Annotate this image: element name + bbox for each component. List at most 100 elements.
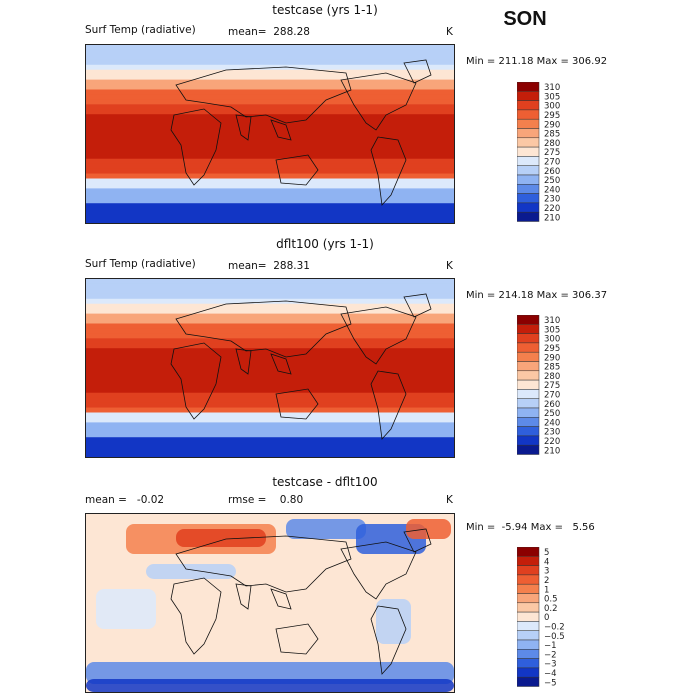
- colorbar-swatch: [517, 676, 540, 687]
- colorbar-swatch: [517, 184, 540, 194]
- colorbar-swatch: [517, 593, 540, 604]
- colorbar-swatch: [517, 193, 540, 204]
- coastline: [370, 136, 407, 206]
- temperature-band: [86, 283, 454, 290]
- colorbar-swatch: [517, 351, 540, 362]
- temperature-band: [86, 368, 454, 374]
- temperature-band: [86, 148, 454, 155]
- panel-1-title: testcase (yrs 1-1): [272, 3, 378, 17]
- colorbar-swatch: [517, 109, 540, 120]
- colorbar-tick-label: 250: [544, 176, 560, 186]
- coastline: [235, 348, 292, 375]
- colorbar-tick-label: 210: [544, 213, 560, 223]
- coastline: [235, 583, 292, 610]
- colorbar-swatch: [517, 118, 540, 129]
- colorbar-swatch: [517, 444, 540, 455]
- temperature-band: [86, 333, 454, 339]
- colorbar-swatch: [517, 667, 540, 678]
- temperature-band: [86, 432, 454, 438]
- colorbar-tick-label: 240: [544, 185, 560, 195]
- colorbar-tick-label: 305: [544, 92, 560, 102]
- colorbar-tick-label: 270: [544, 158, 560, 168]
- colorbar-tick-label: 300: [544, 102, 560, 112]
- temperature-band: [86, 372, 454, 379]
- temperature-band: [86, 74, 454, 81]
- temperature-band: [86, 84, 454, 90]
- temperature-band: [86, 119, 454, 125]
- difference-region: [286, 519, 366, 539]
- panel-3-title: testcase - dflt100: [272, 475, 378, 489]
- temperature-band: [86, 158, 454, 165]
- colorbar-tick-label: 300: [544, 335, 560, 345]
- colorbar-swatch: [517, 370, 540, 381]
- colorbar-tick-label: −0.2: [544, 623, 565, 633]
- coastline: [403, 59, 432, 84]
- colorbar-swatch: [517, 361, 540, 372]
- temperature-band: [86, 323, 454, 329]
- season-title: SON: [503, 8, 547, 30]
- temperature-band: [86, 45, 454, 51]
- coastline: [175, 66, 352, 124]
- colorbar-swatch: [517, 658, 540, 669]
- coastline: [170, 108, 222, 186]
- temperature-band: [86, 49, 454, 56]
- temperature-band: [86, 109, 454, 115]
- temperature-band: [86, 417, 454, 423]
- panel-3-rmse: rmse = 0.80: [228, 494, 304, 506]
- temperature-band: [86, 338, 454, 344]
- coastline: [170, 577, 222, 655]
- temperature-band: [86, 69, 454, 76]
- colorbar-tick-label: 1: [544, 585, 549, 595]
- temperature-band: [86, 79, 454, 86]
- colorbar-tick-label: 230: [544, 195, 560, 205]
- antarctic-band: [86, 439, 454, 457]
- coastline: [275, 154, 319, 186]
- colorbar-swatch: [517, 426, 540, 437]
- colorbar-tick-label: 260: [544, 400, 560, 410]
- colorbar-swatch: [517, 333, 540, 344]
- colorbar-swatch: [517, 128, 540, 139]
- panel-2-mean: mean= 288.31: [228, 260, 310, 272]
- colorbar-swatch: [517, 435, 540, 446]
- colorbar-tick-label: 220: [544, 204, 560, 214]
- colorbar-swatch: [517, 174, 540, 185]
- colorbar-tick-label: 0.2: [544, 604, 558, 614]
- difference-region: [96, 589, 156, 629]
- colorbar-tick-label: 280: [544, 372, 560, 382]
- map-field: [86, 45, 454, 223]
- colorbar-tick-label: 285: [544, 130, 560, 140]
- temperature-band: [86, 308, 454, 315]
- temperature-band: [86, 363, 454, 369]
- coastline: [175, 535, 352, 593]
- colorbar-swatch: [517, 583, 540, 594]
- temperature-band: [86, 288, 454, 295]
- coastline: [340, 72, 417, 131]
- temperature-band: [86, 358, 454, 364]
- temperature-band: [86, 163, 454, 170]
- difference-region: [86, 662, 454, 684]
- colorbar-swatch: [517, 315, 540, 325]
- panel-3-mean: mean = -0.02: [85, 494, 165, 506]
- temperature-band: [86, 124, 454, 130]
- colorbar-swatch: [517, 398, 540, 409]
- temperature-band: [86, 387, 454, 394]
- coastline: [340, 541, 417, 600]
- colorbar-swatch: [517, 611, 540, 622]
- colorbar-swatch: [517, 556, 540, 566]
- colorbar-tick-label: −5: [544, 678, 557, 688]
- panel-3-minmax: Min = -5.94 Max = 5.56: [466, 522, 595, 533]
- colorbar-swatch: [517, 91, 540, 101]
- colorbar-tick-label: 285: [544, 363, 560, 373]
- colorbar-tick-label: 310: [544, 83, 560, 93]
- colorbar-swatch: [517, 621, 540, 631]
- temperature-band: [86, 303, 454, 310]
- temperature-band: [86, 89, 454, 95]
- coastline: [370, 605, 407, 675]
- temperature-band: [86, 392, 454, 399]
- colorbar-tick-label: 0.5: [544, 595, 558, 605]
- temperature-band: [86, 412, 454, 418]
- map-field: [86, 514, 454, 692]
- map-field: [86, 279, 454, 457]
- colorbar-swatch: [517, 407, 540, 418]
